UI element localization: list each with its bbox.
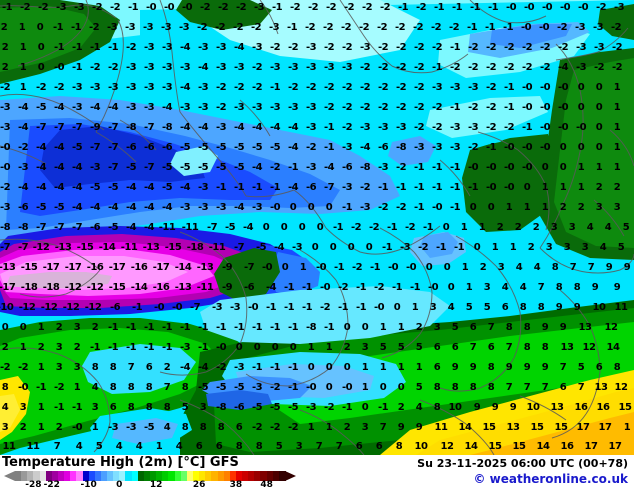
land-green-east2 — [554, 58, 634, 248]
colorbar-segment — [199, 471, 206, 481]
colorbar-segment — [70, 471, 77, 481]
map-panel[interactable]: -1 -2 -2 -3 -3 -2 -2 -1 -0 -0 -0 -2 -2 -2 -3 -1 -2 -2 -2 -2… — [0, 0, 634, 455]
colorbar-segment — [192, 471, 200, 481]
colorbar-segment — [113, 471, 120, 481]
sea-cyan-central — [200, 286, 450, 344]
colorbar-segment — [64, 471, 71, 481]
temperature-legend[interactable]: -28 -22 -10 0 12 26 38 48 — [4, 471, 296, 490]
colorbar-tick-label: 26 — [192, 480, 206, 490]
map-footer: Temperature High (2m) [°C] GFS Su 23-11-… — [0, 455, 634, 490]
sea-cyan-patch-a — [170, 146, 218, 176]
colorbar-segment — [242, 471, 249, 481]
colorbar-segment — [131, 471, 139, 481]
colorbar-segment — [223, 471, 231, 481]
sea-blue-patch-r — [388, 136, 436, 166]
colorbar-segment — [57, 471, 65, 481]
colorbar-segment — [76, 471, 84, 481]
colorbar-segment — [51, 471, 59, 481]
colorbar-segment — [100, 471, 108, 481]
product-title: Temperature High (2m) [°C] GFS — [2, 455, 239, 470]
colorbar-segment — [39, 471, 47, 481]
sea-cyan-lowleft — [82, 344, 196, 394]
model-run-timestamp: Su 23-11-2025 06:00 UTC (00+78) — [417, 457, 628, 470]
colorbar-tick-label: 0 — [116, 480, 123, 490]
colorbar-segment — [82, 471, 90, 481]
colorbar-segment — [260, 471, 268, 481]
colorbar-segment — [278, 471, 286, 481]
colorbar-segment — [162, 471, 169, 481]
colorbar-segment — [15, 471, 22, 481]
colorbar-left-arrow — [4, 471, 15, 481]
colorbar-segment — [180, 471, 188, 481]
band-blue-ring-east2 — [270, 252, 320, 294]
colorbar-segment — [168, 471, 176, 481]
colorbar-segment — [205, 471, 212, 481]
land-green-peninsula — [462, 134, 556, 232]
band-pink-core — [6, 272, 112, 288]
colorbar-segment — [119, 471, 127, 481]
sea-blue-upperright2 — [490, 24, 572, 48]
land-green-nw2 — [0, 6, 96, 72]
colorbar-segment — [143, 471, 151, 481]
colorbar-segment — [272, 471, 280, 481]
colorbar-segment — [186, 471, 194, 481]
band-blue-navy — [40, 126, 205, 188]
colorbar-segment — [229, 471, 237, 481]
sea-cyan-strip-r1 — [426, 96, 548, 138]
colorbar-segment — [88, 471, 96, 481]
copyright-notice: © weatheronline.co.uk — [473, 472, 628, 486]
colorbar-segment — [107, 471, 114, 481]
colorbar-segment — [235, 471, 243, 481]
colorbar-segment — [248, 471, 255, 481]
land-orange — [470, 412, 634, 455]
colorbar-segment — [137, 471, 145, 481]
colorbar-right-arrow — [285, 471, 296, 481]
colorbar-segment — [27, 471, 34, 481]
colorbar-segment — [21, 471, 28, 481]
sea-blue-east-tongue2 — [420, 232, 458, 258]
land-green-topmid — [176, 0, 272, 30]
colorbar-segment — [254, 471, 262, 481]
sea-blue-bottomleft — [112, 418, 178, 444]
colorbar-tick-label: 38 — [229, 480, 243, 490]
land-green-italy — [214, 248, 280, 302]
temperature-contour-map — [0, 0, 634, 455]
colorbar-tick-label: -28 — [25, 480, 42, 490]
colorbar-segment — [266, 471, 274, 481]
colorbar-tick-label: -10 — [80, 480, 97, 490]
colorbar-segment — [150, 471, 157, 481]
colorbar-segment — [45, 471, 53, 481]
colorbar-tick-label: 12 — [149, 480, 163, 490]
colorbar-segment — [174, 471, 182, 481]
colorbar-segment — [211, 471, 219, 481]
land-yellow-left2 — [0, 394, 20, 432]
colorbar-tick-label: -22 — [43, 480, 60, 490]
sea-blue-lower3 — [206, 390, 272, 410]
colorbar-segment — [156, 471, 163, 481]
colorbar-segment — [33, 471, 41, 481]
colorbar-segment — [217, 471, 225, 481]
colorbar-segment — [125, 471, 133, 481]
colorbar-segment — [94, 471, 102, 481]
colorbar-tick-label: 48 — [260, 480, 273, 490]
map-borders — [0, 0, 634, 455]
colorbar-gradient[interactable] — [4, 471, 296, 481]
